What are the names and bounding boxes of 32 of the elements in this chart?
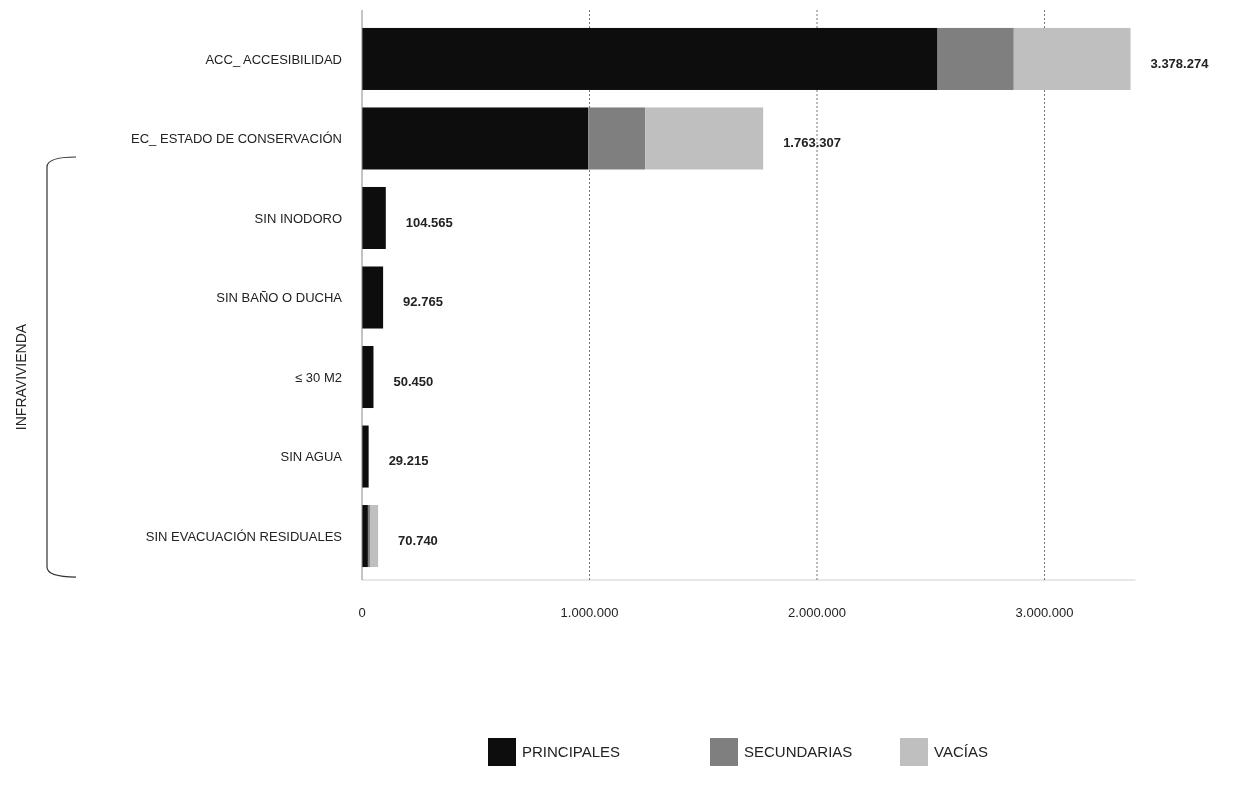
total-label: 1.763.307 [783,135,841,151]
bar [1013,27,1131,90]
bar [362,107,589,170]
y-tick-label: SIN INODORO [254,210,342,226]
bar [369,505,379,568]
bar [362,425,369,488]
y-tick-label: SIN BAÑO O DUCHA [216,290,343,306]
total-label: 92.765 [403,294,443,310]
y-tick-label: SIN EVACUACIÓN RESIDUALES [145,528,343,544]
total-label: 3.378.274 [1150,55,1210,71]
bar [937,27,1014,90]
bar [645,107,764,170]
x-tick-label: 1.000.000 [560,605,619,620]
text: INFRAVIVIENDA [13,323,29,431]
y-tick-label: EC_ ESTADO DE CONSERVACIÓN [131,131,342,147]
y-tick-label: ≤ 30 M2 [295,369,342,385]
bar [362,186,386,249]
y-tick-label: ACC_ ACCESIBILIDAD [205,51,342,67]
total-label: 29.215 [388,453,429,469]
x-tick-label: 3.000.000 [1015,605,1074,620]
total-label: 50.450 [393,373,434,389]
bar [362,266,384,329]
legend-label: SECUNDARIAS [744,743,853,761]
total-label: 104.565 [405,214,453,230]
x-tick-label: 2.000.000 [788,605,846,620]
x-tick-label: 0 [358,605,366,620]
y-tick-label: SIN AGUA [280,449,343,465]
bar [367,505,370,568]
legend-label: VACÍAS [934,743,988,761]
total-label: 70.740 [398,532,438,548]
bar [362,27,938,90]
legend-label: PRINCIPALES [522,743,621,761]
